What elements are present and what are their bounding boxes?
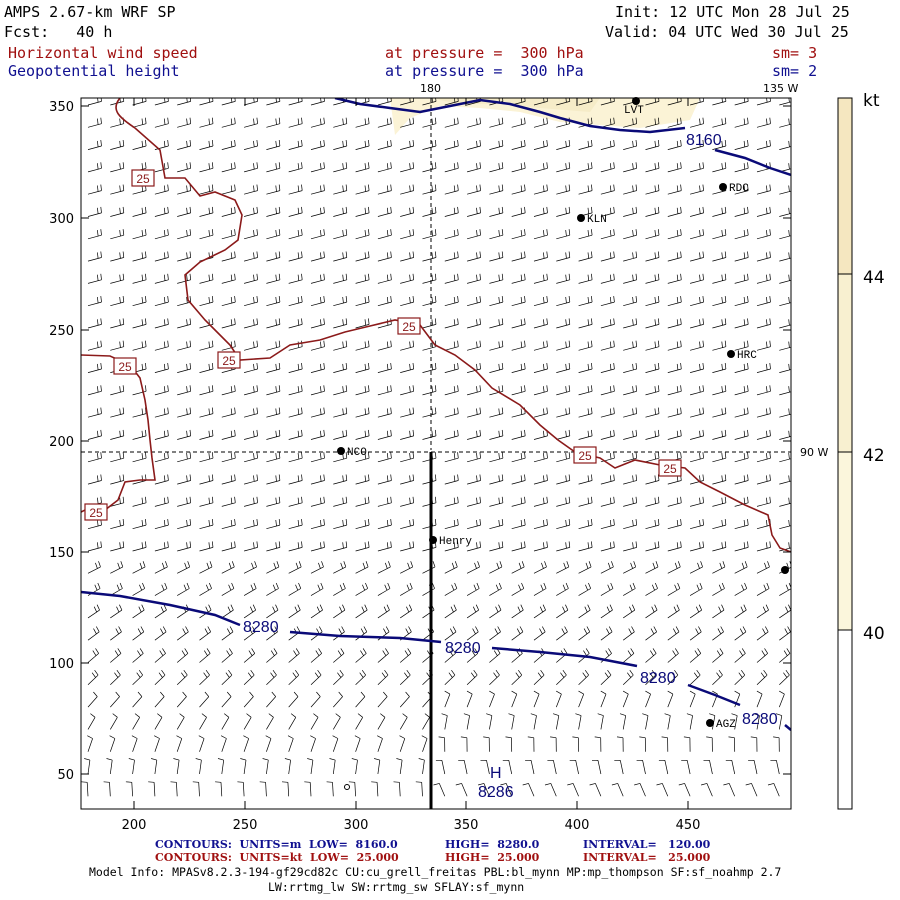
x-tick-label: 350 [454, 818, 479, 833]
station-marker: NCO [337, 447, 367, 459]
station-marker: RDC [719, 183, 749, 195]
forecast-hour: Fcst: 40 h [4, 23, 113, 41]
colorbar-unit: kt [863, 91, 880, 111]
model-title: AMPS 2.67-km WRF SP [4, 3, 176, 21]
wind-speed-contour-label: 25 [131, 169, 155, 187]
height-contour-8280 [81, 590, 791, 731]
footer-speed-high: HIGH= 25.000 [445, 851, 540, 864]
svg-text:25: 25 [136, 172, 150, 186]
meridian-label-90w: 90 W [800, 446, 828, 459]
svg-text:25: 25 [578, 449, 592, 463]
model-info: Model Info: MPASv8.2.3-194-gf29cd82c CU:… [89, 865, 782, 879]
axis-tick-labels: 200 250 300 350 400 450 350 300 250 200 150 100 50 [49, 100, 700, 833]
y-tick-label: 50 [57, 768, 74, 783]
height-label-8280: 8280 [742, 711, 778, 728]
meridian-label-180: 180 [420, 82, 441, 95]
station-marker: AGZ [706, 719, 736, 731]
station-marker: KLN [577, 214, 607, 226]
colorbar-label-40: 40 [863, 624, 885, 644]
y-tick-label: 100 [49, 657, 74, 672]
footer-speed-contours: CONTOURS: UNITS=kt LOW= 25.000 [155, 851, 399, 864]
x-tick-label: 300 [344, 818, 369, 833]
height-label-8160: 8160 [686, 132, 722, 149]
wind-speed-shading [390, 98, 700, 135]
colorbar-band-below-40 [838, 630, 852, 809]
y-tick-label: 150 [49, 546, 74, 561]
wind-speed-contour-label: 25 [658, 459, 682, 477]
field1-level: at pressure = 300 hPa [385, 44, 584, 62]
valid-time: Valid: 04 UTC Wed 30 Jul 25 [605, 23, 849, 41]
station-marker: HRC [727, 350, 757, 362]
station-label: LVT [624, 105, 644, 117]
station-label: Henry [439, 536, 472, 548]
station-marker: Henry [429, 536, 472, 548]
model-info-physics: LW:rrtmg_lw SW:rrtmg_sw SFLAY:sf_mynn [268, 880, 525, 894]
height-label-8280: 8280 [243, 619, 279, 636]
y-tick-label: 250 [49, 324, 74, 339]
height-label-8280: 8280 [640, 670, 676, 687]
wind-speed-contour-label: 25 [84, 503, 108, 521]
station-marker-open [344, 784, 350, 790]
wind-speed-contour-label: 25 [113, 357, 137, 375]
wind-barbs [81, 98, 791, 797]
footer-height-interval: INTERVAL= 120.00 [583, 838, 711, 851]
station-label: NCO [347, 447, 367, 459]
colorbar-band-44plus [838, 98, 852, 274]
x-tick-label: 450 [676, 818, 701, 833]
wind-speed-contour-label: 25 [573, 446, 597, 464]
wind-speed-contour-label: 25 [217, 351, 241, 369]
station-marker: LVT [624, 97, 644, 117]
station-label: AGZ [716, 719, 736, 731]
plot-frame [80, 97, 792, 810]
svg-text:25: 25 [118, 360, 132, 374]
svg-text:25: 25 [402, 320, 416, 334]
x-tick-label: 400 [565, 818, 590, 833]
svg-text:25: 25 [222, 354, 236, 368]
height-contour-8160-east [714, 148, 791, 177]
station-label: HRC [737, 350, 757, 362]
height-contour-8160 [334, 98, 686, 134]
field2-level: at pressure = 300 hPa [385, 62, 584, 80]
colorbar: kt 44 42 40 [837, 91, 885, 810]
colorbar-label-42: 42 [863, 446, 885, 466]
wind-speed-contour-main [115, 98, 791, 553]
contour-labels: 8160 8280 8280 8280 8280 H 8286 [243, 132, 778, 801]
footer-height-high: HIGH= 8280.0 [445, 838, 540, 851]
station-label: KLN [587, 214, 607, 226]
wind-barb-field [81, 98, 791, 797]
colorbar-frame [837, 97, 853, 810]
y-tick-label: 350 [49, 100, 74, 115]
meridian-label-135w: 135 W [763, 82, 798, 95]
footer-height-contours: CONTOURS: UNITS=m LOW= 8160.0 [155, 838, 398, 851]
field2-name: Geopotential height [8, 62, 180, 80]
wind-speed-labels: 25 25 25 25 25 25 25 [84, 169, 682, 521]
height-max-value: 8286 [478, 784, 514, 801]
footer-speed-interval: INTERVAL= 25.000 [583, 851, 711, 864]
stations: LVT RDC KLN HRC NCO Henry AGZ [337, 97, 789, 790]
station-label: RDC [729, 183, 749, 195]
x-tick-label: 250 [233, 818, 258, 833]
svg-text:25: 25 [89, 506, 103, 520]
y-tick-label: 300 [49, 212, 74, 227]
x-tick-label: 200 [122, 818, 147, 833]
field2-smoothing: sm= 2 [772, 62, 818, 80]
plot-area [81, 98, 791, 809]
wind-speed-contour-label: 25 [397, 317, 421, 335]
colorbar-label-44: 44 [863, 268, 885, 288]
svg-text:25: 25 [663, 462, 677, 476]
height-max-marker: H [490, 765, 502, 782]
station-marker [781, 566, 789, 574]
colorbar-band-40-42 [838, 452, 852, 630]
y-tick-label: 200 [49, 435, 74, 450]
field1-smoothing: sm= 3 [772, 44, 818, 62]
colorbar-band-42-44 [838, 274, 852, 452]
height-label-8280: 8280 [445, 640, 481, 657]
init-time: Init: 12 UTC Mon 28 Jul 25 [615, 3, 850, 21]
field1-name: Horizontal wind speed [8, 44, 198, 62]
axis-ticks [81, 98, 791, 809]
